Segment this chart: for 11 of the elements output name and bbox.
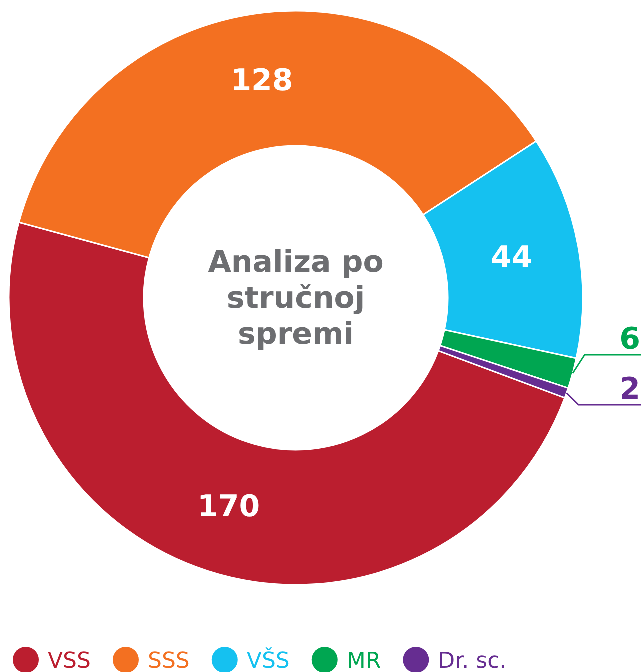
- data-label: 44: [490, 240, 533, 276]
- text: Analiza po stručnoj spremi: [208, 245, 384, 352]
- data-label: 6: [620, 322, 640, 357]
- data-label: 128: [230, 64, 294, 99]
- data-label: 2: [620, 372, 640, 407]
- legend-label: VŠS: [246, 647, 290, 672]
- legend-label: VSS: [48, 649, 91, 672]
- legend-label: Dr. sc.: [438, 649, 507, 672]
- data-label: 170: [197, 489, 260, 524]
- legend-label: SSS: [148, 649, 190, 672]
- legend-label: MR: [346, 649, 382, 672]
